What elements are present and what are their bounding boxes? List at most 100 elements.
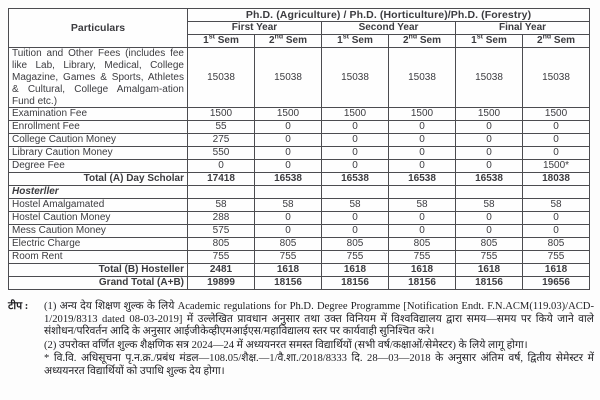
fee-value: 16538 <box>388 172 456 187</box>
fee-value: 0 <box>455 133 523 148</box>
fee-value: 0 <box>521 146 591 161</box>
year-header-2: Final Year <box>454 21 591 36</box>
fee-value: 805 <box>254 237 322 252</box>
fee-value <box>187 185 255 200</box>
fee-row-2: Enrollment Fee 55 0 0 0 0 0 <box>8 120 591 135</box>
fee-value: 805 <box>521 237 591 252</box>
fee-value: 15038 <box>388 47 456 109</box>
sem-ordinal: st <box>342 34 349 42</box>
fee-value: 15038 <box>254 47 322 109</box>
sem-word: Sem <box>214 35 239 47</box>
fee-row-label: Hostel Amalgamated <box>8 198 188 213</box>
sem-word: Sem <box>417 35 442 47</box>
fee-value: 1500 <box>254 107 322 122</box>
sem-word: Sem <box>551 35 576 47</box>
fee-value: 275 <box>187 133 255 148</box>
fee-row-5: Degree Fee 0 0 0 0 0 1500* <box>8 159 591 174</box>
fee-row-label: Electric Charge <box>8 237 188 252</box>
sem-number: 1 <box>471 35 477 47</box>
fee-value: 18156 <box>254 276 322 291</box>
fee-value: 288 <box>187 211 255 226</box>
sem-header-year1-sem0: 1st Sem <box>321 34 389 49</box>
year-header-1: Second Year <box>321 21 456 36</box>
fee-value: 805 <box>187 237 255 252</box>
fee-value: 0 <box>254 146 322 161</box>
fee-value: 0 <box>321 211 389 226</box>
fee-row-label: Hosterller <box>8 185 188 200</box>
fee-value: 1500 <box>388 107 456 122</box>
fee-value: 58 <box>521 198 591 213</box>
fee-row-label: Total (A) Day Scholar <box>8 172 188 187</box>
fee-value: 0 <box>187 159 255 174</box>
fee-value: 0 <box>455 120 523 135</box>
fee-value: 1500* <box>521 159 591 174</box>
fee-value: 0 <box>388 133 456 148</box>
fee-value: 15038 <box>187 47 255 109</box>
fee-value: 0 <box>254 224 322 239</box>
fee-value: 1618 <box>321 263 389 278</box>
fee-value: 58 <box>254 198 322 213</box>
fee-value: 0 <box>521 211 591 226</box>
year-header-0: First Year <box>187 21 322 36</box>
fee-value: 1500 <box>455 107 523 122</box>
fee-value: 18156 <box>321 276 389 291</box>
fee-value: 0 <box>455 159 523 174</box>
fee-value: 1618 <box>455 263 523 278</box>
fee-value: 17418 <box>187 172 255 187</box>
fee-value: 1500 <box>521 107 591 122</box>
fee-value: 0 <box>388 211 456 226</box>
fee-value: 0 <box>455 146 523 161</box>
sem-ordinal: nd <box>542 34 552 42</box>
fee-value: 18156 <box>388 276 456 291</box>
fee-value: 16538 <box>455 172 523 187</box>
fee-row-8: Hostel Amalgamated 58 58 58 58 58 58 <box>8 198 591 213</box>
fee-row-label: Mess Caution Money <box>8 224 188 239</box>
fee-value: 16538 <box>321 172 389 187</box>
fee-row-9: Hostel Caution Money 288 0 0 0 0 0 <box>8 211 591 226</box>
fee-row-label: Room Rent <box>8 250 188 265</box>
fee-value: 0 <box>321 120 389 135</box>
fee-value: 1618 <box>254 263 322 278</box>
fee-row-11: Electric Charge 805 805 805 805 805 805 <box>8 237 591 252</box>
fee-value: 1500 <box>187 107 255 122</box>
sem-header-year2-sem0: 1st Sem <box>455 34 523 49</box>
fee-value: 805 <box>321 237 389 252</box>
fee-value: 0 <box>455 211 523 226</box>
fee-table: Particulars Ph.D. (Agriculture) / Ph.D. … <box>8 7 591 291</box>
sem-number: 2 <box>402 35 409 47</box>
fee-row-label: Degree Fee <box>8 159 188 174</box>
fee-value: 575 <box>187 224 255 239</box>
fee-value: 0 <box>321 159 389 174</box>
fee-value: 0 <box>321 146 389 161</box>
fee-value: 755 <box>455 250 523 265</box>
fee-value <box>455 185 523 200</box>
fee-row-3: College Caution Money 275 0 0 0 0 0 <box>8 133 591 148</box>
fee-value: 0 <box>455 224 523 239</box>
fee-value: 0 <box>321 224 389 239</box>
fee-value: 18038 <box>521 172 591 187</box>
fee-value: 1500 <box>321 107 389 122</box>
tip-label: टीप : <box>8 301 29 312</box>
fee-row-label: Enrollment Fee <box>8 120 188 135</box>
fee-row-label: Total (B) Hosteller <box>8 263 188 278</box>
sem-number: 2 <box>268 35 275 47</box>
sem-ordinal: st <box>208 34 215 42</box>
fee-value: 58 <box>388 198 456 213</box>
sem-number: 1 <box>203 35 209 47</box>
header-row-semesters: 1st Sem 2nd Sem 1st Sem 2nd Sem 1st Sem 2nd S… <box>9 34 591 49</box>
fee-value: 755 <box>187 250 255 265</box>
sem-header-year0-sem1: 2nd Sem <box>254 34 322 49</box>
fee-row-6: Total (A) Day Scholar 17418 16538 16538 1653… <box>8 172 591 187</box>
header-row-program: Particulars Ph.D. (Agriculture) / Ph.D. … <box>8 7 591 49</box>
fee-value: 58 <box>321 198 389 213</box>
fee-value: 755 <box>388 250 456 265</box>
fee-value: 805 <box>455 237 523 252</box>
fee-value: 0 <box>521 133 591 148</box>
fee-value: 755 <box>321 250 389 265</box>
sem-word: Sem <box>348 35 373 47</box>
fee-row-0: Tuition and Other Fees (includes fee lik… <box>8 47 591 109</box>
fee-row-1: Examination Fee 1500 1500 1500 1500 1500 1500 <box>8 107 591 122</box>
notes-section: टीप : (1) अन्य देय शिक्षण शुल्क के लिये … <box>8 301 594 379</box>
fee-value <box>254 185 322 200</box>
fee-value <box>321 185 389 200</box>
